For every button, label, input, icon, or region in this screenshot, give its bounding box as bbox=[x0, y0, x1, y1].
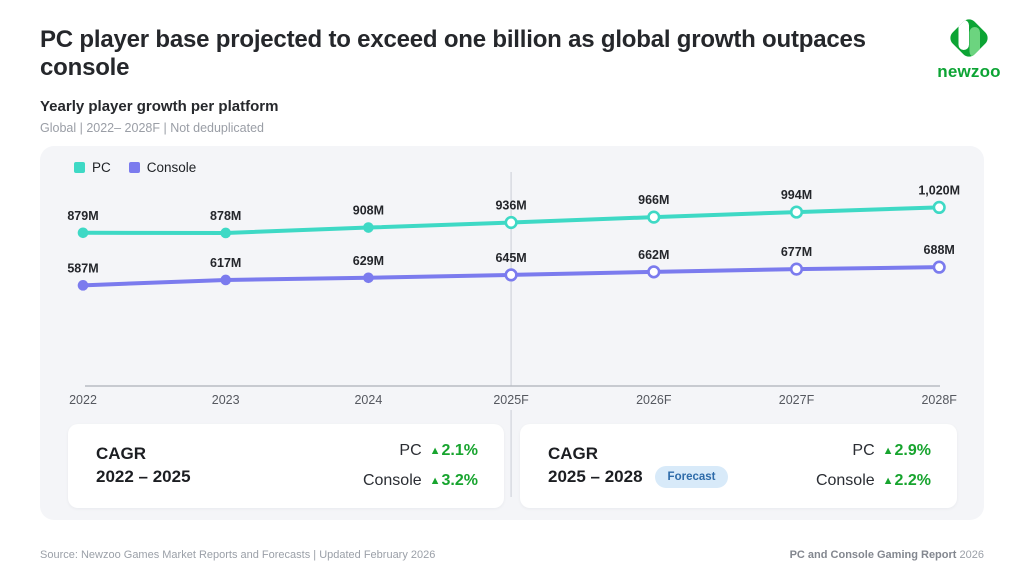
line-chart: 2022 2023 2024 2025F 2026F 2027F 2028F 879M 878M… bbox=[67, 172, 960, 497]
pc-data-label: 879M bbox=[67, 209, 98, 223]
x-tick-label: 2023 bbox=[212, 393, 240, 407]
x-tick-label: 2026F bbox=[636, 393, 672, 407]
newzoo-wordmark: newzoo bbox=[937, 62, 1001, 81]
pc-data-label: 936M bbox=[495, 199, 526, 213]
cagr-card-2025-2028: CAGR 2025 – 2028 Forecast PC ▲2.9% Consol… bbox=[520, 424, 957, 508]
console-data-point bbox=[932, 260, 946, 274]
chart-card: 2022 2023 2024 2025F 2026F 2027F 2028F 879M 878M… bbox=[40, 146, 984, 520]
cagr-row-pc: PC ▲2.1% bbox=[399, 441, 478, 459]
console-data-point bbox=[363, 272, 374, 284]
cagr-card-title: CAGR 2022 – 2025 bbox=[96, 444, 191, 486]
chart-heading: Yearly player growth per platform bbox=[40, 98, 279, 115]
legend-item-console: Console bbox=[128, 160, 197, 175]
console-legend-swatch-icon bbox=[128, 162, 140, 173]
console-data-point bbox=[504, 268, 518, 282]
up-arrow-icon: ▲ bbox=[882, 475, 894, 487]
x-tick-label: 2024 bbox=[354, 393, 382, 407]
pc-data-label: 908M bbox=[353, 204, 384, 218]
cagr-row-console: Console ▲3.2% bbox=[362, 472, 478, 489]
console-data-label: 662M bbox=[638, 248, 669, 262]
forecast-badge: Forecast bbox=[654, 465, 729, 488]
console-data-label: 688M bbox=[924, 243, 955, 257]
pc-data-label: 966M bbox=[638, 193, 669, 207]
cagr-row-pc: PC ▲2.9% bbox=[852, 441, 931, 459]
pc-legend-swatch-icon bbox=[74, 162, 85, 173]
console-data-label: 617M bbox=[210, 256, 241, 270]
pc-data-point bbox=[77, 227, 89, 239]
up-arrow-icon: ▲ bbox=[882, 444, 894, 457]
pc-legend-label: PC bbox=[92, 160, 111, 175]
page-title: PC player base projected to exceed one b… bbox=[40, 26, 866, 82]
console-data-point bbox=[789, 262, 804, 276]
x-tick-label: 2027F bbox=[779, 393, 815, 407]
chart-legend: PC Console bbox=[74, 160, 196, 175]
console-data-label: 645M bbox=[495, 251, 526, 265]
pc-data-point bbox=[789, 205, 804, 219]
up-arrow-icon: ▲ bbox=[429, 444, 441, 457]
x-tick-label: 2025F bbox=[493, 393, 529, 407]
cagr-row-console: Console ▲2.2% bbox=[815, 472, 931, 489]
pc-data-point bbox=[932, 200, 946, 215]
newzoo-logo: newzoo bbox=[930, 12, 1008, 82]
report-name: PC and Console Gaming Report 2026 bbox=[789, 549, 984, 561]
console-data-label: 677M bbox=[781, 245, 812, 259]
pc-data-point bbox=[220, 227, 231, 239]
console-data-point bbox=[647, 265, 661, 279]
console-data-label: 629M bbox=[353, 254, 384, 268]
legend-item-pc: PC bbox=[74, 160, 111, 175]
console-data-label: 587M bbox=[67, 261, 98, 275]
pc-data-point bbox=[647, 210, 661, 224]
console-legend-label: Console bbox=[146, 160, 197, 175]
newzoo-diamond-icon bbox=[950, 19, 988, 57]
pc-data-label: 1,020M bbox=[918, 183, 960, 197]
up-arrow-icon: ▲ bbox=[429, 475, 441, 487]
cagr-card-title: CAGR 2025 – 2028 bbox=[548, 444, 643, 486]
pc-data-label: 994M bbox=[781, 188, 812, 202]
x-tick-label: 2028F bbox=[921, 393, 957, 407]
source-note: Source: Newzoo Games Market Reports and … bbox=[40, 549, 436, 561]
cagr-card-2022-2025: CAGR 2022 – 2025 PC ▲2.1% Console ▲3.2% bbox=[68, 424, 504, 508]
console-data-point bbox=[77, 280, 89, 291]
chart-subheading: Global | 2022– 2028F | Not deduplicated bbox=[40, 121, 265, 135]
console-data-point bbox=[220, 274, 231, 286]
pc-data-point bbox=[504, 215, 518, 230]
pc-data-label: 878M bbox=[210, 209, 241, 223]
x-tick-label: 2022 bbox=[69, 393, 97, 407]
pc-data-point bbox=[363, 222, 374, 233]
